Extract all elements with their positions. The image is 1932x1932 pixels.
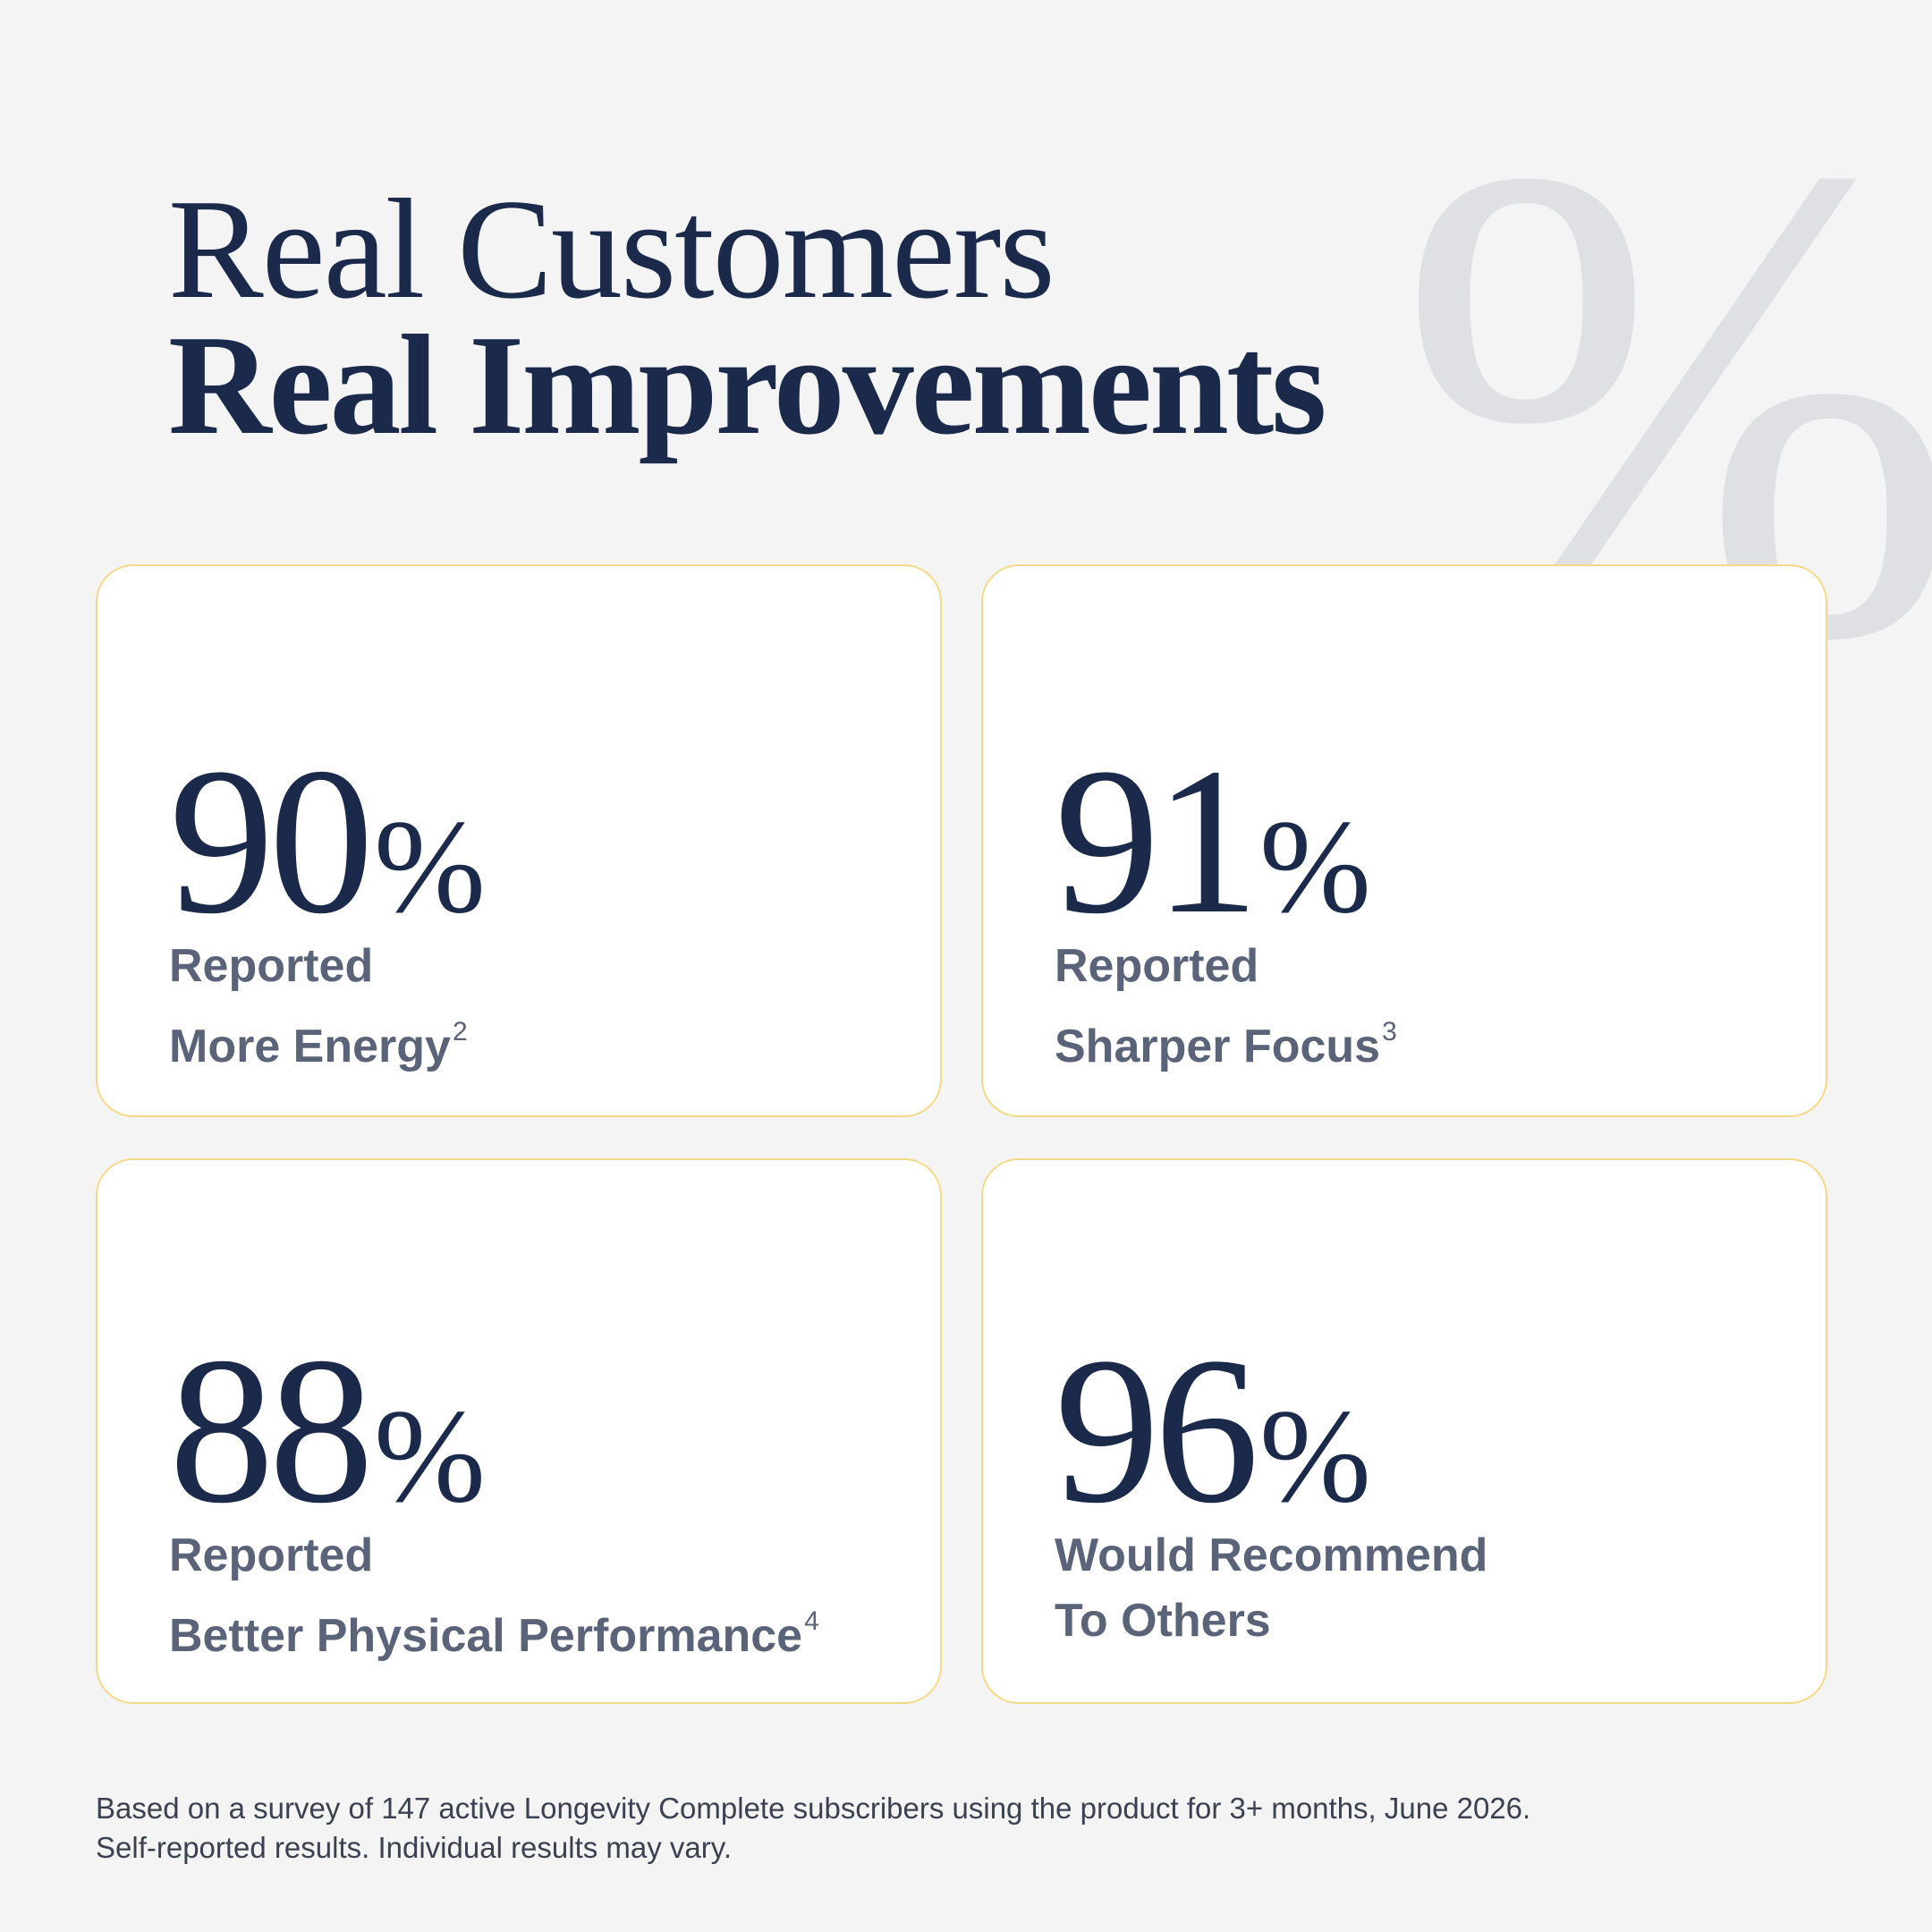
- footnote-line: Self-reported results. Individual result…: [96, 1831, 732, 1864]
- stat-value: 90: [169, 724, 374, 957]
- stat-label: Would Recommend To Others: [1055, 1523, 1487, 1654]
- footnote-ref: 2: [452, 1017, 468, 1046]
- stat-value: 88: [169, 1314, 374, 1546]
- label-line: Reported: [1055, 940, 1259, 992]
- label-line: To Others: [1055, 1589, 1487, 1654]
- stat-number: 88%: [169, 1326, 486, 1536]
- stat-value: 96: [1055, 1314, 1259, 1546]
- label-line: Would Recommend: [1055, 1530, 1488, 1581]
- stat-number: 91%: [1055, 736, 1371, 946]
- title-line: Real Improvements: [168, 305, 1327, 464]
- stat-label: Reported Better Physical Performance4: [169, 1523, 819, 1669]
- stat-label: Reported More Energy2: [169, 934, 468, 1080]
- label-text: More Energy: [169, 1021, 451, 1072]
- stat-number: 90%: [169, 736, 486, 946]
- label-text: To Others: [1055, 1595, 1271, 1647]
- footnote-ref: 4: [804, 1606, 819, 1636]
- stat-number: 96%: [1055, 1326, 1371, 1536]
- footnote-ref: 3: [1382, 1017, 1397, 1046]
- stat-card: 90% Reported More Energy2: [96, 564, 942, 1117]
- stat-unit: %: [1259, 1382, 1371, 1530]
- label-line: Reported: [169, 1530, 374, 1581]
- label-line: More Energy2: [169, 999, 468, 1080]
- label-line: Reported: [169, 940, 374, 992]
- footnote-line: Based on a survey of 147 active Longevit…: [96, 1792, 1531, 1825]
- label-text: Better Physical Performance: [169, 1610, 803, 1662]
- stat-unit: %: [1259, 792, 1371, 941]
- stat-unit: %: [374, 1382, 486, 1530]
- label-line: Sharper Focus3: [1055, 999, 1397, 1080]
- stat-card: 88% Reported Better Physical Performance4: [96, 1158, 942, 1704]
- stat-value: 91: [1055, 724, 1259, 957]
- title-line: Real Customers: [168, 169, 1055, 328]
- label-text: Sharper Focus: [1055, 1021, 1381, 1072]
- stat-label: Reported Sharper Focus3: [1055, 934, 1397, 1080]
- stat-card: 96% Would Recommend To Others: [981, 1158, 1827, 1704]
- stat-unit: %: [374, 792, 486, 941]
- footnote: Based on a survey of 147 active Longevit…: [96, 1789, 1530, 1868]
- label-line: Better Physical Performance4: [169, 1589, 819, 1669]
- stat-card: 91% Reported Sharper Focus3: [981, 564, 1827, 1117]
